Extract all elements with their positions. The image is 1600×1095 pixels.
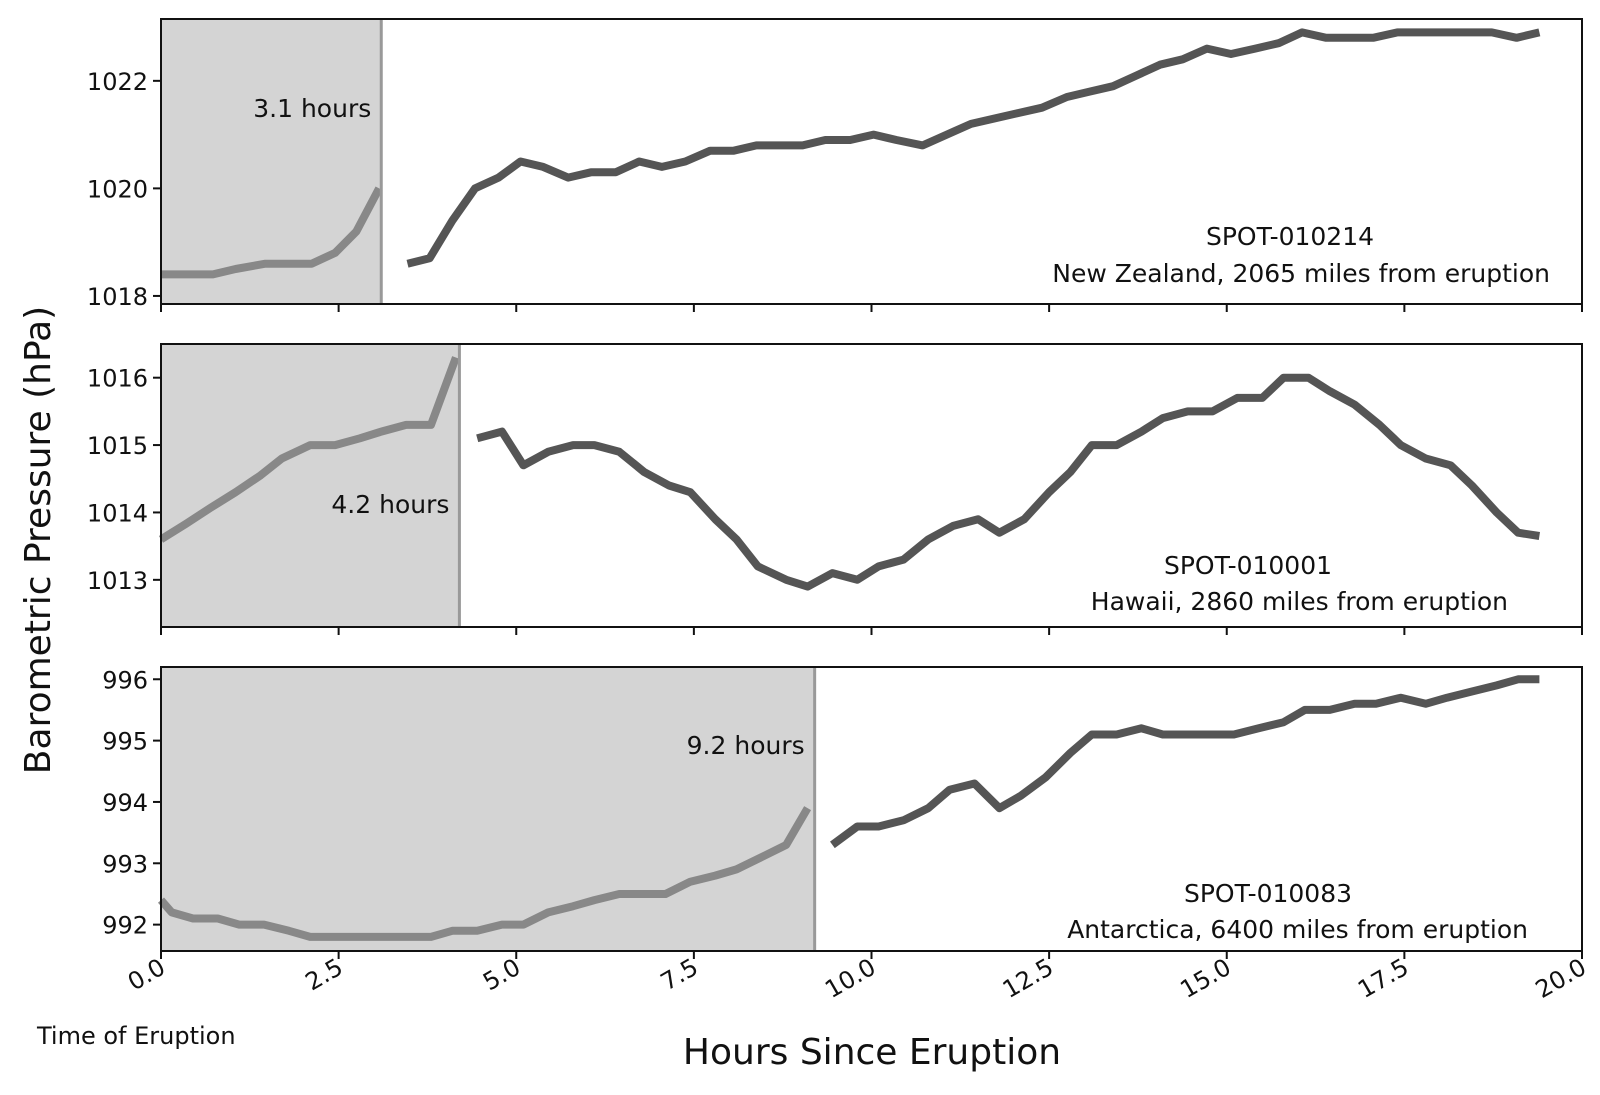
- arrival-time-label: 9.2 hours: [687, 731, 805, 760]
- y-tick-label: 1013: [87, 567, 148, 595]
- pressure-line-after-arrival: [476, 373, 1541, 591]
- station-id: SPOT-010001: [1164, 551, 1332, 580]
- y-tick-label: 1018: [87, 283, 148, 311]
- x-tick-label: 10.0: [820, 953, 880, 1004]
- pressure-line-after-arrival: [406, 28, 1541, 268]
- pre-arrival-shade: [161, 667, 815, 951]
- y-tick-label: 1015: [87, 432, 148, 460]
- eruption-label: Time of Eruption: [36, 1022, 236, 1050]
- y-tick-label: 992: [102, 912, 148, 940]
- pressure-line-before-arrival: [158, 356, 460, 543]
- panel-antarctica: 9.2 hours SPOT-010083 Antarctica, 6400 mil…: [102, 666, 1583, 959]
- x-tick-label: 0.0: [123, 953, 170, 996]
- y-tick-label: 996: [102, 666, 148, 694]
- pressure-line-after-arrival: [830, 675, 1540, 849]
- station-location: Hawaii, 2860 miles from eruption: [1091, 587, 1508, 616]
- y-axis-title: Barometric Pressure (hPa): [18, 306, 59, 774]
- arrival-time-label: 3.1 hours: [253, 94, 371, 123]
- x-tick-label: 7.5: [656, 953, 703, 996]
- y-tick-label: 1016: [87, 365, 148, 393]
- x-axis-title: Hours Since Eruption: [683, 1032, 1061, 1073]
- x-tick-label: 20.0: [1531, 953, 1591, 1004]
- x-tick-label: 15.0: [1175, 953, 1235, 1004]
- x-tick-label: 12.5: [998, 953, 1058, 1004]
- y-tick-label: 995: [102, 728, 148, 756]
- y-tick-label: 1020: [87, 175, 148, 203]
- panels: 3.1 hours SPOT-010214 New Zealand, 2065 mi…: [87, 18, 1583, 959]
- station-location: Antarctica, 6400 miles from eruption: [1067, 915, 1528, 944]
- y-tick-label: 993: [102, 850, 148, 878]
- pre-arrival-shade: [161, 344, 460, 627]
- y-tick-label: 994: [102, 789, 148, 817]
- x-tick-label: 2.5: [301, 953, 348, 996]
- x-tick-label: 17.5: [1353, 953, 1413, 1004]
- pressure-line-before-arrival: [161, 186, 383, 279]
- y-tick-label: 1014: [87, 499, 148, 527]
- y-tick-label: 1022: [87, 68, 148, 96]
- pressure-line-before-arrival: [157, 806, 812, 941]
- panel-hawaii: 4.2 hours SPOT-010001 Hawaii, 2860 miles f…: [87, 343, 1583, 635]
- station-location: New Zealand, 2065 miles from eruption: [1052, 259, 1550, 288]
- arrival-time-label: 4.2 hours: [331, 490, 449, 519]
- station-id: SPOT-010214: [1206, 222, 1374, 251]
- x-tick-label: 5.0: [478, 953, 525, 996]
- pre-arrival-shade: [161, 19, 382, 304]
- station-id: SPOT-010083: [1184, 879, 1352, 908]
- panel-new-zealand: 3.1 hours SPOT-010214 New Zealand, 2065 mi…: [87, 18, 1583, 312]
- x-axis-ticks: 0.0 2.5 5.0 7.5 10.0 12.5 15.0 17.5 20.0: [123, 953, 1591, 1004]
